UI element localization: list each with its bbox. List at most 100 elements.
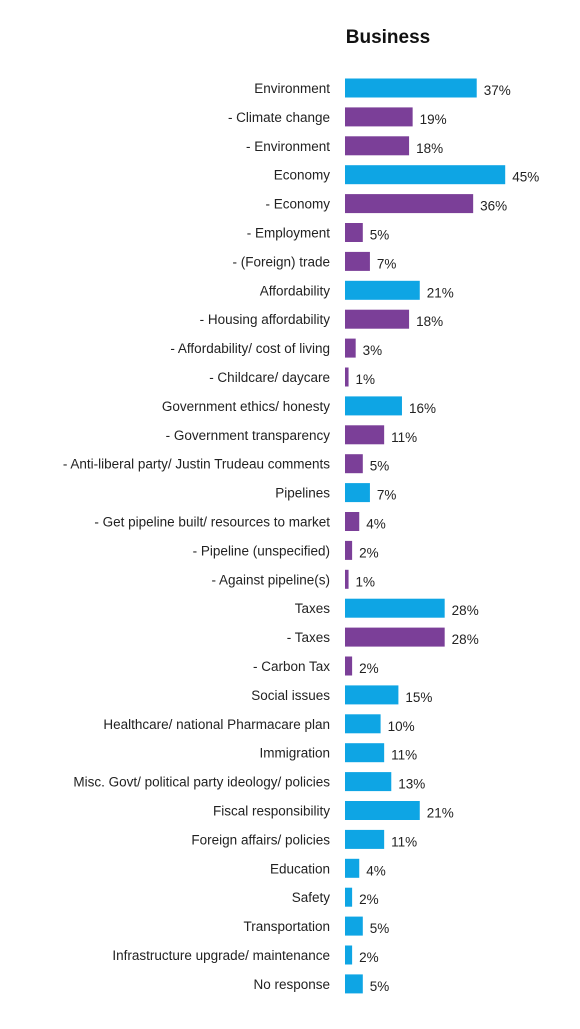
category-bar <box>345 974 363 994</box>
value-label: 19% <box>420 112 447 127</box>
category-label: - Carbon Tax <box>253 659 330 674</box>
bar-row: - Housing affordability 18% <box>200 309 443 329</box>
value-label: 21% <box>427 285 454 300</box>
subcategory-bar <box>345 194 474 214</box>
category-label: - Anti-liberal party/ Justin Trudeau com… <box>63 457 330 472</box>
value-label: 4% <box>366 517 386 532</box>
bar-row: - (Foreign) trade 7% <box>232 251 397 271</box>
category-bar <box>345 78 477 98</box>
bar-row: Government ethics/ honesty 16% <box>162 396 436 416</box>
bar-row: Misc. Govt/ political party ideology/ po… <box>73 772 425 792</box>
subcategory-bar <box>345 454 363 474</box>
category-bar <box>345 743 385 763</box>
subcategory-bar <box>345 425 385 445</box>
category-label: - Against pipeline(s) <box>211 572 330 587</box>
value-label: 36% <box>480 199 507 214</box>
category-bar <box>345 280 420 300</box>
category-label: Pipelines <box>275 486 330 501</box>
category-label: - Get pipeline built/ resources to marke… <box>94 515 330 530</box>
bar-row: Healthcare/ national Pharmacare plan 10% <box>103 714 415 734</box>
category-bar <box>345 801 420 820</box>
category-bar <box>345 916 363 936</box>
subcategory-bar <box>345 627 445 647</box>
bar-row: Pipelines 7% <box>275 483 396 503</box>
value-label: 5% <box>370 979 390 994</box>
value-label: 11% <box>391 834 417 849</box>
subcategory-bar <box>345 251 370 271</box>
bar-row: Fiscal responsibility 21% <box>213 801 454 821</box>
bar-row: - Climate change 19% <box>228 107 447 127</box>
category-bar <box>345 945 353 965</box>
category-bar <box>345 772 392 792</box>
value-label: 7% <box>377 256 397 271</box>
bar-row: Environment 37% <box>254 78 511 98</box>
subcategory-bar <box>345 338 356 358</box>
value-label: 10% <box>388 719 415 734</box>
category-label: - Environment <box>246 139 330 154</box>
subcategory-bar <box>345 107 413 127</box>
value-label: 4% <box>366 863 386 878</box>
subcategory-bar <box>345 540 353 560</box>
bar-row: Safety 2% <box>292 887 379 907</box>
chart-title: Business <box>346 27 430 48</box>
category-bar <box>345 685 399 705</box>
value-label: 2% <box>359 661 379 676</box>
bar-row: Transportation 5% <box>243 916 390 936</box>
category-label: Safety <box>292 890 331 905</box>
bar-row: Foreign affairs/ policies 11% <box>191 829 417 849</box>
value-label: 1% <box>356 372 376 387</box>
value-label: 11% <box>391 430 417 445</box>
value-label: 2% <box>359 545 379 560</box>
subcategory-bar <box>345 512 360 531</box>
bar-row: - Get pipeline built/ resources to marke… <box>94 512 386 532</box>
value-label: 18% <box>416 314 443 329</box>
bar-row: Immigration 11% <box>259 743 417 763</box>
value-label: 21% <box>427 806 454 821</box>
category-label: - Affordability/ cost of living <box>170 341 330 356</box>
category-label: Affordability <box>260 283 331 298</box>
bar-row: Affordability 21% <box>260 280 454 300</box>
category-bar <box>345 887 353 907</box>
category-label: Immigration <box>259 746 330 761</box>
category-label: - Housing affordability <box>200 312 331 327</box>
category-label: - Childcare/ daycare <box>209 370 330 385</box>
value-label: 5% <box>370 228 390 243</box>
category-label: Healthcare/ national Pharmacare plan <box>103 717 330 732</box>
category-bar <box>345 858 360 878</box>
category-label: Social issues <box>251 688 330 703</box>
bar-row: - Government transparency 11% <box>166 425 417 445</box>
value-label: 28% <box>452 603 479 618</box>
value-label: 28% <box>452 632 479 647</box>
category-bar <box>345 165 506 185</box>
category-label: Foreign affairs/ policies <box>191 832 330 847</box>
category-label: Fiscal responsibility <box>213 804 330 819</box>
bar-row: - Environment 18% <box>246 136 443 156</box>
value-label: 5% <box>370 921 390 936</box>
category-label: Misc. Govt/ political party ideology/ po… <box>73 775 330 790</box>
subcategory-bar <box>345 309 410 329</box>
bar-row: No response 5% <box>253 974 389 994</box>
bar-row: Economy 45% <box>274 165 539 185</box>
bar-row: - Taxes 28% <box>287 627 479 647</box>
subcategory-bar <box>345 223 363 242</box>
value-label: 2% <box>359 950 379 965</box>
bar-row: Education 4% <box>270 858 386 878</box>
category-bar <box>345 598 445 618</box>
subcategory-bar <box>345 367 349 387</box>
category-label: Government ethics/ honesty <box>162 399 330 414</box>
bar-row: Taxes 28% <box>295 598 479 618</box>
bar-row: - Anti-liberal party/ Justin Trudeau com… <box>63 454 389 474</box>
value-label: 11% <box>391 748 417 763</box>
bar-row: - Against pipeline(s) 1% <box>211 569 375 589</box>
bar-row: - Affordability/ cost of living 3% <box>170 338 382 358</box>
category-label: Education <box>270 861 330 876</box>
bar-row: - Pipeline (unspecified) 2% <box>193 540 379 560</box>
bar-row: Social issues 15% <box>251 685 432 705</box>
category-label: - Pipeline (unspecified) <box>193 543 330 558</box>
category-bar <box>345 396 402 416</box>
bar-row: Infrastructure upgrade/ maintenance 2% <box>112 945 379 965</box>
category-label: - Climate change <box>228 110 330 125</box>
value-label: 5% <box>370 459 390 474</box>
